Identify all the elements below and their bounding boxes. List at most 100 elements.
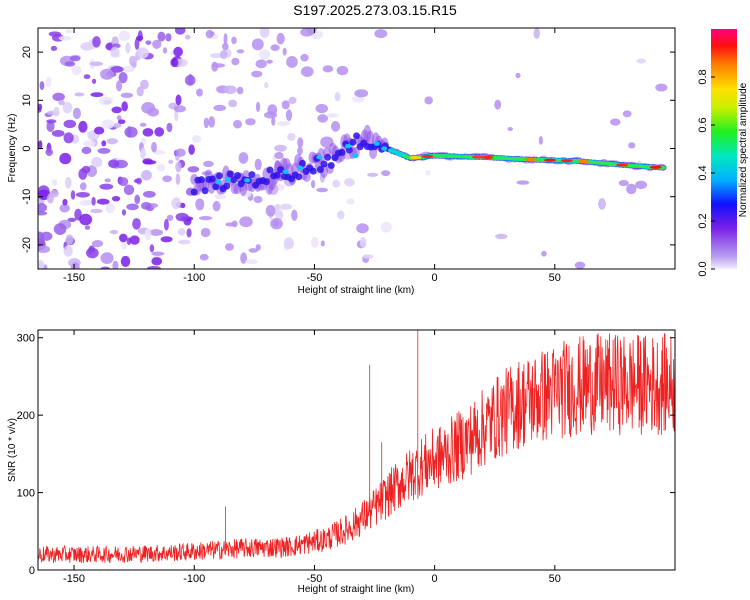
ridge-core-blue [353,132,360,140]
spectrogram-noise-cell [191,135,202,143]
spectrogram-noise-cell [222,42,229,51]
ridge-hot-spot [481,155,494,160]
ridge-core-blue [208,175,216,183]
ridge-core-blue [345,146,353,154]
spectrogram-noise-cell [263,111,278,119]
ridge-hot-spot [524,157,537,162]
spectrogram-noise-cell [516,180,530,185]
spectrogram-noise-cell [175,94,182,106]
spectrogram-noise-cell [51,179,58,186]
spectrogram-noise-cell [253,195,263,204]
spectrogram-noise-cell [322,65,334,73]
spectrogram-noise-cell [166,122,173,133]
spectrogram-noise-cell [162,47,168,54]
spectrogram-noise-cell [91,78,97,84]
spectrogram-noise-cell [203,160,214,168]
spectrogram-noise-cell [116,115,122,121]
spectrogram-noise-cell [225,222,236,227]
spectrogram-noise-cell [141,202,152,210]
spectrogram-noise-cell [538,135,543,145]
spectrogram-noise-cell [135,35,144,41]
spectrogram-x-axis: -150 -100 -50 0 50 [63,28,561,284]
spectrogram-noise-cell [170,58,179,68]
ridge-core-blue [338,148,346,156]
spectrogram-noise-cell [173,46,183,57]
spectrogram-noise-cell [362,254,374,259]
spectrogram-noise-cell [282,47,287,56]
spectrogram-noise-cell [79,213,93,226]
y-tick-label: 100 [17,488,35,500]
spectrogram-noise-cell [203,117,209,129]
spectrogram-noise-cell [275,210,284,221]
spectrogram-noise-cell [65,29,73,34]
spectrogram-noise-cell [165,33,172,42]
spectrogram-noise-cell [38,211,48,216]
spectrogram-noise-cell [121,101,128,112]
spectrogram-noise-cell [118,30,131,42]
spectrogram-noise-cell [239,216,253,228]
spectrogram-noise-cell [212,201,221,212]
x-tick-label: -150 [63,272,85,284]
spectrogram-noise-cell [65,234,74,246]
colorbar-tick-label: 0.2 [697,213,709,228]
ridge-blob [381,146,388,151]
spectrogram-noise-cell [255,244,261,251]
spectrogram-noise-cell [69,55,81,62]
ridge-core-blue [266,166,274,174]
spectrogram-noise-cell [297,146,303,156]
spectrogram-x-axis-label: Height of straight line (km) [298,285,415,296]
spectrogram-noise-cell [248,248,259,253]
spectrogram-noise-cell [574,261,586,269]
spectrogram-noise-cell [99,96,113,106]
spectrogram-noise-cell [174,148,186,157]
spectrogram-noise-cell [120,92,134,99]
spectrogram-noise-cell [205,29,214,39]
spectrogram-noise-cell [225,243,234,251]
spectrogram-noise-cell [245,118,256,126]
spectrogram-noise-cell [108,159,120,169]
spectrogram-noise-cell [50,45,58,51]
ridge-hot-spot [560,159,573,163]
spectrogram-noise-cell [320,240,325,247]
spectrogram-noise-cell [276,32,285,45]
spectrogram-noise-cell [635,180,648,190]
snr-y-axis-label: SNR (10 * v/v) [7,418,18,482]
ridge-hot-spot [471,155,484,159]
y-tick-label: 0 [29,565,35,577]
spectrogram-noise-cell [132,218,141,230]
spectrogram-noise-cell [134,38,140,50]
spectrogram-noise-cell [310,236,319,248]
spectrogram-noise-cell [166,214,174,221]
spectrogram-noise-cell [149,229,164,236]
spectrogram-noise-cell [331,121,341,132]
chart-title: S197.2025.273.03.15.R15 [293,2,457,18]
spectrogram-noise-cell [238,152,249,164]
spectrogram-noise-cell [38,140,43,150]
spectrogram-y-axis: -20 -10 0 10 20 [21,46,675,253]
x-tick-label: 50 [549,272,561,284]
ridge-core-blue [226,170,234,178]
y-tick-label: -10 [21,189,33,205]
spectrogram-noise-cell [93,126,105,135]
spectrogram-noise-cell [618,179,629,187]
ridge-core-blue [197,176,205,184]
spectrogram-noise-cell [125,42,131,54]
ridge-core-blue [215,172,223,180]
snr-panel: -150 -100 -50 0 50 0 100 200 300 Height of stra… [7,329,676,595]
colorbar-tick-label: 0.0 [697,261,709,276]
spectrogram-noise-cell [255,101,261,113]
spectrogram-noise-cell [111,196,121,202]
spectrogram-noise-cell [274,151,284,159]
spectrogram-noise-cell [288,96,297,105]
spectrogram-noise-cell [134,194,141,205]
spectrogram-noise-cell [112,260,119,269]
spectrogram-noise-cell [38,103,43,111]
spectrogram-noise-cell [424,96,433,105]
spectrogram-noise-cell [336,210,345,220]
spectrogram-noise-cell [175,173,181,185]
spectrogram-noise-cell [123,184,135,196]
spectrogram-noise-cell [280,203,293,210]
spectrogram-noise-cell [91,240,104,248]
spectrogram-noise-cell [271,116,276,126]
